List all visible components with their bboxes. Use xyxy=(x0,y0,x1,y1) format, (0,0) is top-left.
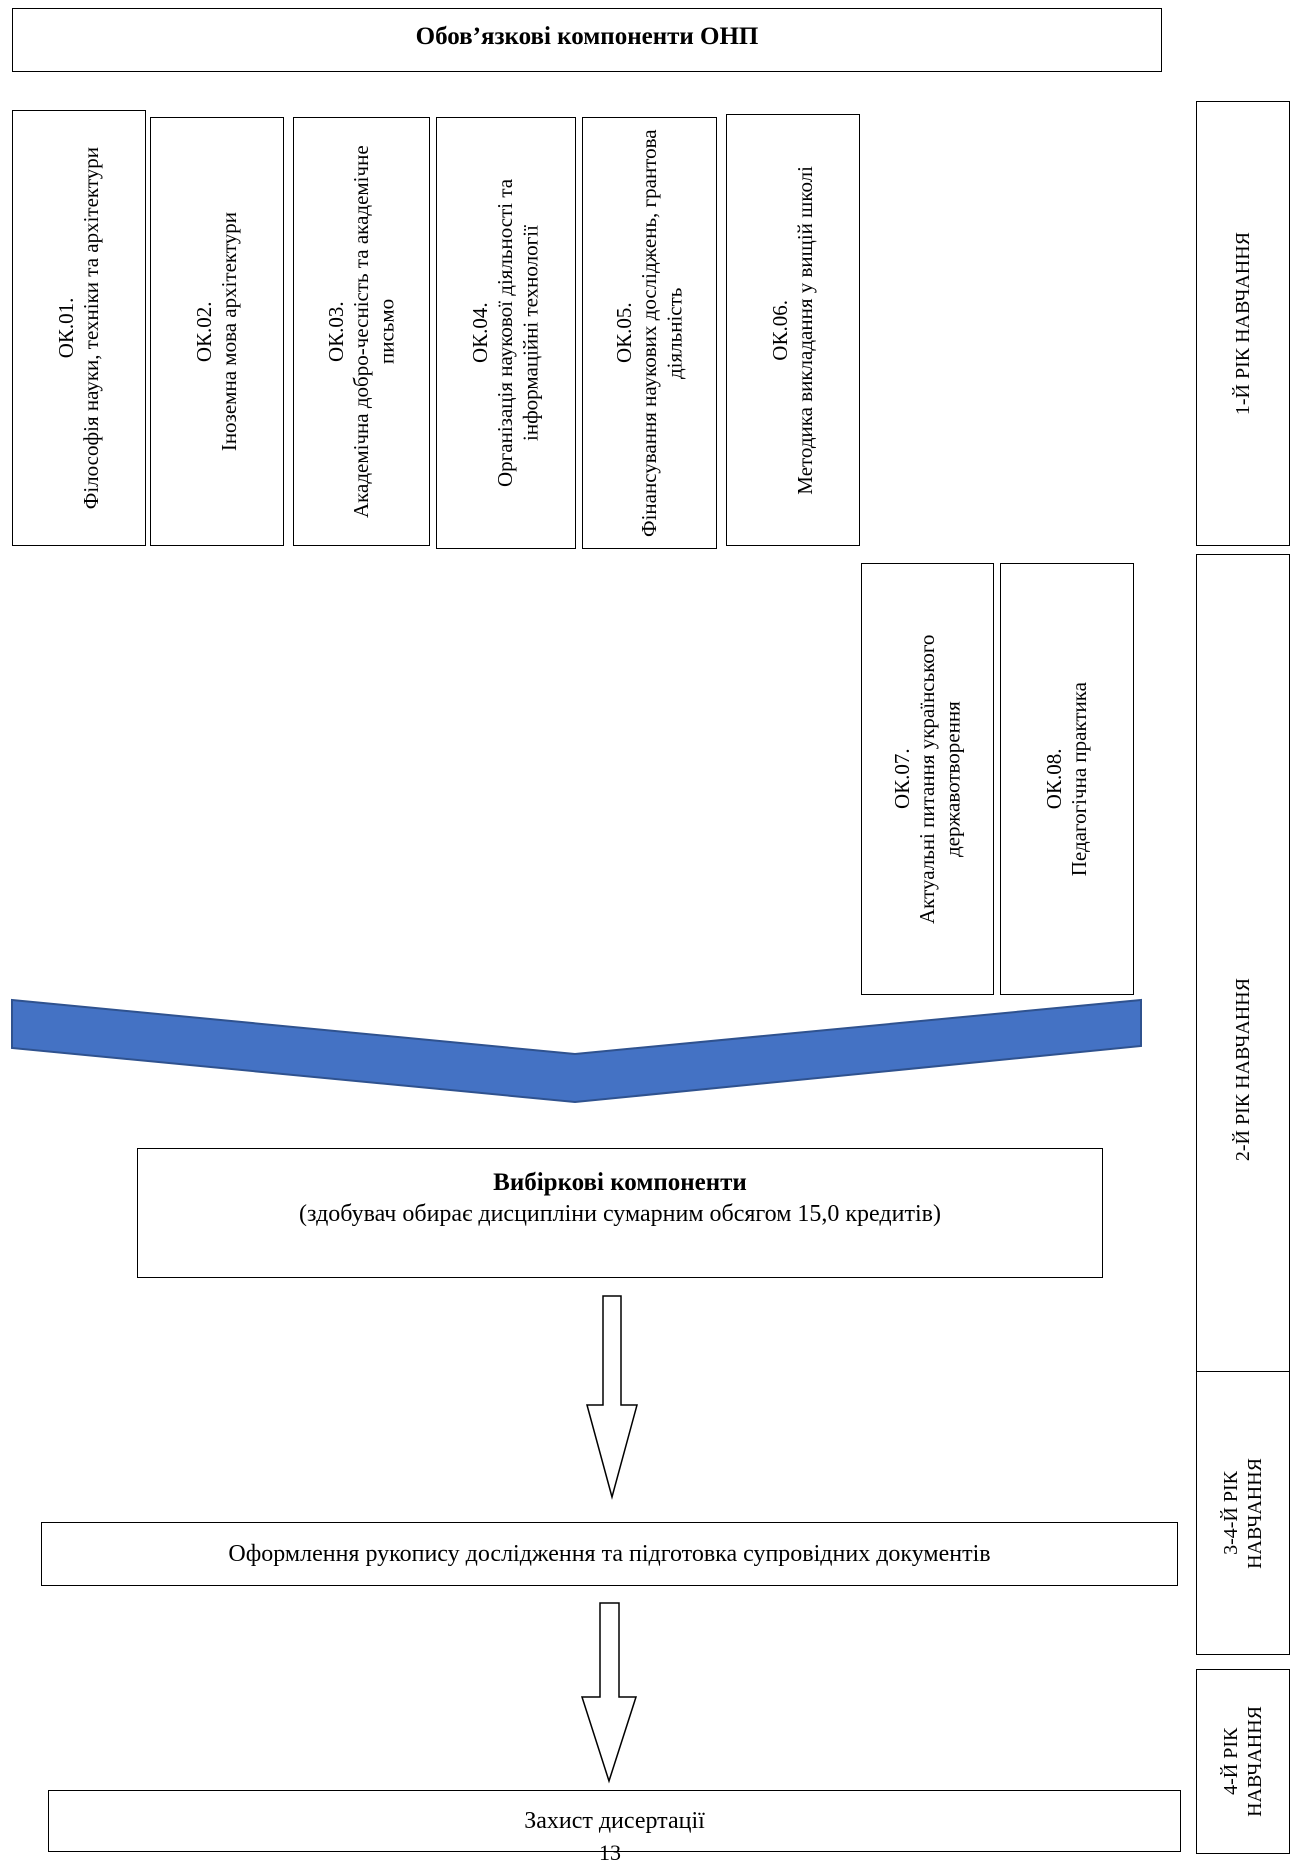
component-box-ok04: ОК.04. Організація наукової діяльності та… xyxy=(436,117,576,549)
page-number: 13 xyxy=(599,1840,621,1865)
manuscript-text: Оформлення рукопису дослідження та підго… xyxy=(228,1540,991,1567)
component-box-ok08: ОК.08. Педагогічна практика xyxy=(1000,563,1134,995)
elective-title: Вибіркові компоненти xyxy=(493,1169,747,1196)
component-box-ok01: ОК.01. Філософія науки, техніки та архіте… xyxy=(12,110,146,546)
component-box-ok03: ОК.03. Академічна добро-чесність та акаде… xyxy=(293,117,430,546)
component-box-ok06: ОК.06. Методика викладання у вищій школі xyxy=(726,114,860,546)
defense-box: Захист дисертації xyxy=(48,1790,1181,1852)
elective-box: Вибіркові компоненти (здобувач обирає ди… xyxy=(137,1148,1103,1278)
defense-text: Захист дисертації xyxy=(524,1807,705,1834)
year-label-1: 1-Й РІК НАВЧАННЯ xyxy=(1196,101,1290,546)
down-arrow-1 xyxy=(586,1295,638,1500)
year-label-3-4: 3-4-Й РІК НАВЧАННЯ xyxy=(1196,1371,1290,1655)
component-box-ok07: ОК.07. Актуальні питання українського дер… xyxy=(861,563,994,995)
merge-chevron xyxy=(11,998,1142,1104)
down-arrow-2 xyxy=(580,1602,638,1784)
year-label-4: 4-Й РІК НАВЧАННЯ xyxy=(1196,1669,1290,1854)
component-box-ok05: ОК.05. Фінансування наукових досліджень, … xyxy=(582,117,717,549)
elective-note: (здобувач обирає дисципліни сумарним обс… xyxy=(299,1201,941,1227)
header-box: Обов’язкові компоненти ОНП xyxy=(12,8,1162,72)
manuscript-box: Оформлення рукопису дослідження та підго… xyxy=(41,1522,1178,1586)
component-box-ok02: ОК.02. Іноземна мова архітектури xyxy=(150,117,284,546)
diagram-title: Обов’язкові компоненти ОНП xyxy=(415,23,759,50)
